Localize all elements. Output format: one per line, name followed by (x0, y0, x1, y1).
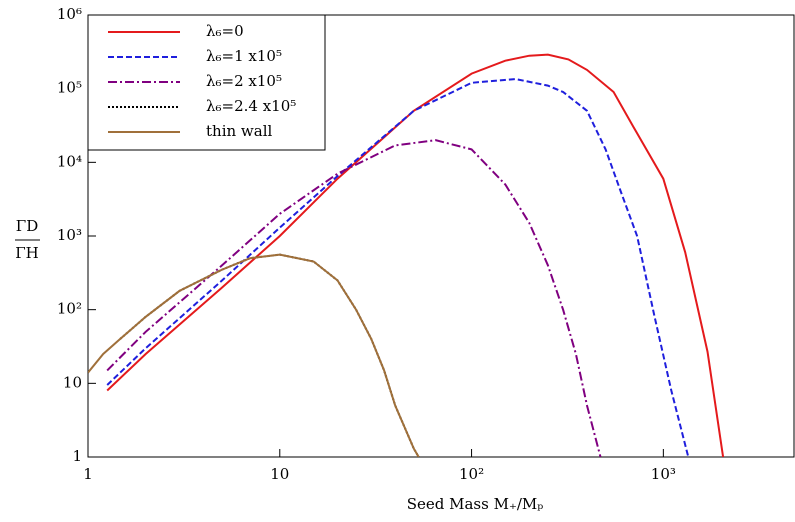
legend-label: thin wall (206, 122, 272, 140)
y-tick-label: 10⁴ (57, 152, 82, 170)
y-axis-label-numerator: ΓD (16, 217, 38, 235)
y-tick-label: 10⁶ (57, 5, 82, 23)
y-axis-label-denominator: ΓH (15, 244, 39, 262)
legend-label: λ₆=2.4 x10⁵ (206, 97, 296, 115)
legend-label: λ₆=0 (206, 22, 244, 40)
x-axis-label: Seed Mass M₊/Mₚ (407, 495, 544, 513)
plot-area (88, 53, 725, 457)
y-tick-label: 10 (63, 373, 82, 391)
x-tick-label: 1 (83, 465, 93, 483)
y-tick-label: 10² (57, 300, 82, 318)
y-tick-label: 10⁵ (57, 79, 82, 97)
series-line (106, 78, 690, 457)
legend-label: λ₆=1 x10⁵ (206, 47, 282, 65)
legend-label: λ₆=2 x10⁵ (206, 72, 282, 90)
y-tick-label: 10³ (57, 226, 82, 244)
series-line (119, 253, 420, 457)
series-line (88, 253, 420, 457)
x-tick-label: 10³ (651, 465, 676, 483)
x-tick-label: 10 (270, 465, 289, 483)
y-tick-label: 1 (72, 447, 82, 465)
series-line (106, 53, 725, 457)
series-line (106, 139, 602, 457)
x-tick-label: 10² (459, 465, 484, 483)
